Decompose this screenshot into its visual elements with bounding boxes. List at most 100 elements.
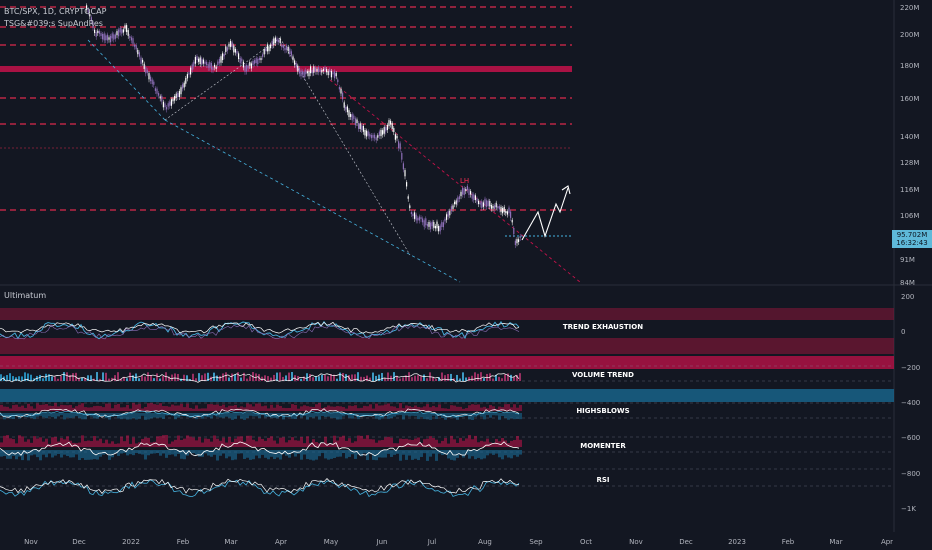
area-fill	[222, 450, 225, 454]
volume-bar	[201, 375, 203, 381]
area-fill	[423, 406, 426, 411]
time-axis-label: 2022	[122, 538, 140, 546]
candle	[122, 29, 124, 33]
area-fill	[36, 450, 39, 458]
candle	[500, 206, 502, 213]
area-fill	[276, 404, 279, 411]
main-pane[interactable]	[0, 0, 932, 285]
candle	[335, 73, 337, 77]
candle	[492, 205, 494, 209]
area-fill	[45, 438, 48, 447]
volume-bar	[360, 376, 362, 381]
volume-bar	[237, 372, 239, 381]
volume-bar	[222, 373, 224, 381]
candle	[505, 210, 507, 214]
candle	[444, 218, 446, 222]
area-fill	[66, 450, 69, 457]
indicator-legend[interactable]: TSG&#039;s SupAndRes	[4, 19, 103, 28]
volume-bar	[438, 377, 440, 381]
area-fill	[321, 450, 324, 454]
area-fill	[111, 408, 114, 411]
area-fill	[369, 450, 372, 454]
candle	[481, 201, 483, 208]
time-axis-label: Feb	[782, 538, 795, 546]
candle	[497, 206, 499, 209]
volume-bar	[132, 375, 134, 381]
volume-bar	[147, 372, 149, 381]
volume-bar	[480, 372, 482, 381]
ultimatum-legend[interactable]: Ultimatum	[4, 291, 47, 300]
area-fill	[252, 439, 255, 447]
area-fill	[243, 450, 246, 459]
candle	[428, 221, 430, 227]
price-axis-label: 140M	[900, 133, 919, 141]
candle	[118, 29, 120, 37]
indicator-series	[0, 321, 520, 334]
volume-bar	[324, 374, 326, 381]
area-fill	[84, 450, 87, 460]
area-fill	[342, 435, 345, 447]
candle	[327, 71, 329, 76]
volume-bar	[33, 378, 35, 381]
area-fill	[354, 413, 357, 416]
area-fill	[33, 450, 36, 455]
indicator-axis-label: −400	[901, 399, 920, 407]
area-fill	[441, 408, 444, 411]
candle	[106, 34, 108, 41]
area-fill	[132, 413, 135, 419]
area-fill	[69, 450, 72, 458]
area-fill	[159, 436, 162, 447]
area-fill	[438, 443, 441, 447]
area-fill	[213, 450, 216, 455]
indicator-series	[0, 320, 520, 340]
area-fill	[450, 450, 453, 460]
area-fill	[354, 405, 357, 411]
area-fill	[435, 450, 438, 461]
candle	[334, 71, 336, 79]
volume-bar	[276, 372, 278, 381]
area-fill	[120, 450, 123, 454]
volume-bar	[15, 377, 17, 381]
area-fill	[210, 413, 213, 419]
area-fill	[225, 413, 228, 417]
area-fill	[273, 413, 276, 418]
volume-bar	[402, 377, 404, 381]
area-fill	[486, 438, 489, 447]
candle	[289, 48, 291, 54]
area-fill	[264, 413, 267, 418]
area-fill	[330, 406, 333, 411]
volume-bar	[396, 375, 398, 381]
area-fill	[381, 405, 384, 411]
area-fill	[414, 450, 417, 459]
area-fill	[450, 435, 453, 447]
volume-bar	[66, 372, 68, 381]
volume-bar	[243, 372, 245, 381]
price-axis-label: 160M	[900, 95, 919, 103]
candle	[92, 22, 94, 28]
volume-bar	[477, 373, 479, 381]
candle	[223, 53, 225, 57]
candle	[366, 130, 368, 137]
area-fill	[405, 413, 408, 416]
area-fill	[444, 408, 447, 411]
area-fill	[327, 405, 330, 411]
area-fill	[216, 404, 219, 411]
symbol-legend[interactable]: BTC/SPX, 1D, CRYPTOCAP	[4, 7, 107, 16]
area-fill	[258, 413, 261, 418]
area-fill	[162, 413, 165, 419]
candle	[166, 107, 168, 110]
area-fill	[3, 450, 6, 457]
area-fill	[126, 435, 129, 447]
candle	[457, 197, 459, 203]
area-fill	[468, 450, 471, 459]
area-fill	[81, 435, 84, 447]
area-fill	[336, 406, 339, 411]
area-fill	[309, 443, 312, 447]
volume-bar	[498, 376, 500, 381]
area-fill	[195, 450, 198, 455]
area-fill	[258, 437, 261, 447]
area-fill	[153, 404, 156, 411]
price-axis-label: 128M	[900, 159, 919, 167]
area-fill	[105, 439, 108, 447]
